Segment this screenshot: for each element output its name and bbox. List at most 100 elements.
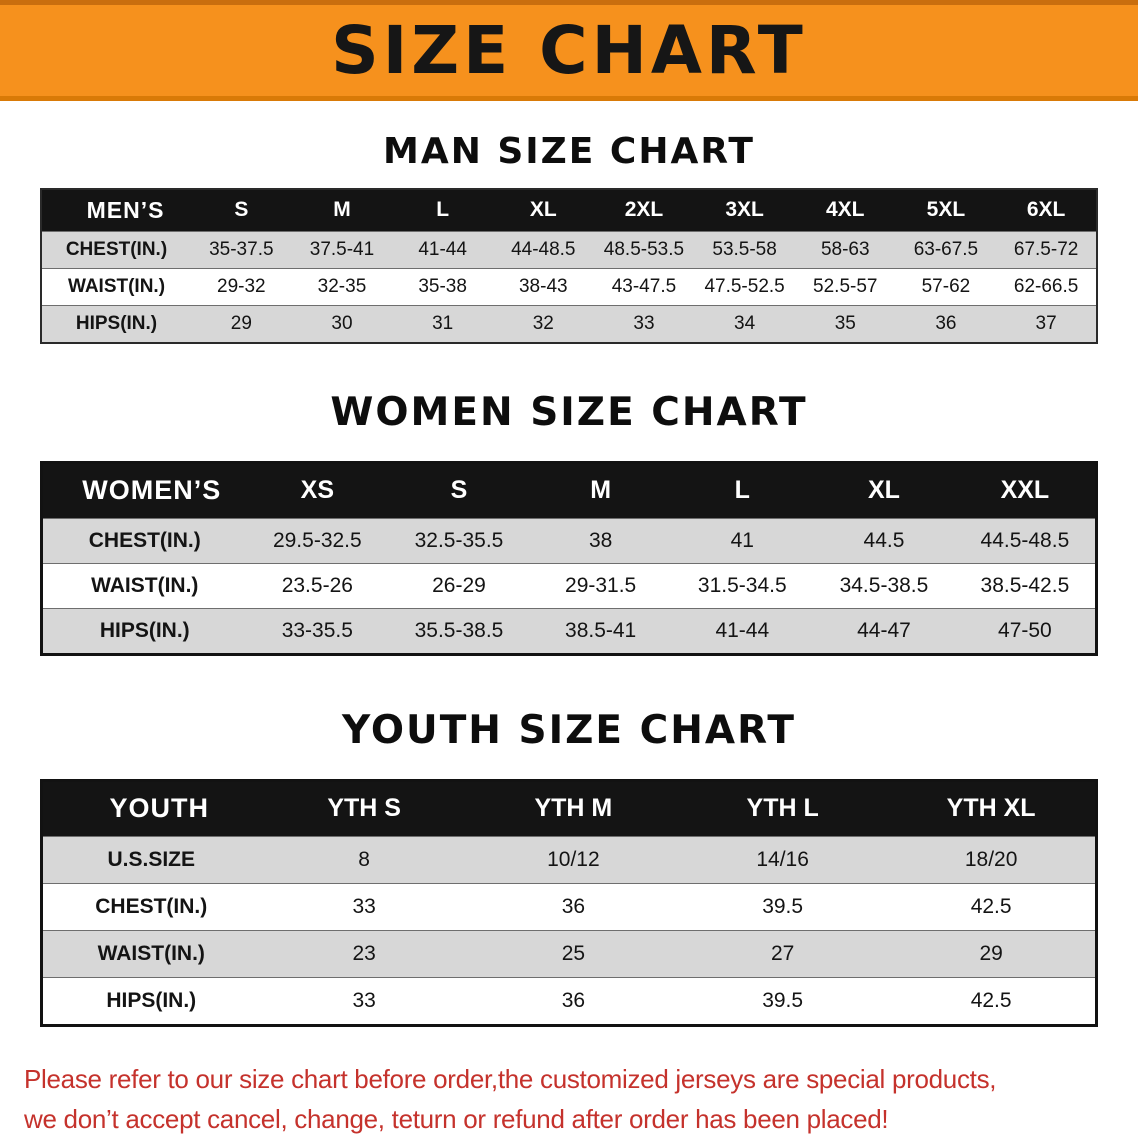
size-value: 42.5 [887,883,1096,930]
size-value: 48.5-53.5 [594,231,695,268]
row-label: HIPS(IN.) [42,608,247,654]
size-value: 36 [469,977,678,1025]
table-row: HIPS(IN.) 33 36 39.5 42.5 [42,977,1097,1025]
size-value: 32 [493,305,594,343]
size-column-header: S [191,189,292,231]
women-corner-cell: WOMEN’S [42,462,247,518]
row-label: CHEST(IN.) [42,883,260,930]
size-column-header: XL [813,462,955,518]
size-value: 29 [191,305,292,343]
women-header-row: WOMEN’S XS S M L XL XXL [42,462,1097,518]
row-label: WAIST(IN.) [42,563,247,608]
size-value: 39.5 [678,977,887,1025]
size-value: 25 [469,930,678,977]
size-value: 53.5-58 [694,231,795,268]
size-value: 47.5-52.5 [694,268,795,305]
men-section-heading: MAN SIZE CHART [0,131,1138,172]
table-row: U.S.SIZE 8 10/12 14/16 18/20 [42,836,1097,883]
size-value: 38.5-42.5 [955,563,1097,608]
row-label: HIPS(IN.) [42,977,260,1025]
size-value: 29 [887,930,1096,977]
size-value: 44.5 [813,518,955,563]
row-label: U.S.SIZE [42,836,260,883]
size-value: 43-47.5 [594,268,695,305]
size-value: 8 [260,836,469,883]
size-value: 38-43 [493,268,594,305]
size-value: 29-31.5 [530,563,672,608]
size-value: 35 [795,305,896,343]
banner: SIZE CHART [0,0,1138,101]
size-value: 29.5-32.5 [247,518,389,563]
youth-size-table: YOUTH YTH S YTH M YTH L YTH XL U.S.SIZE … [40,779,1098,1027]
table-row: HIPS(IN.) 33-35.5 35.5-38.5 38.5-41 41-4… [42,608,1097,654]
size-column-header: 2XL [594,189,695,231]
table-row: CHEST(IN.) 29.5-32.5 32.5-35.5 38 41 44.… [42,518,1097,563]
size-value: 41-44 [671,608,813,654]
women-size-table: WOMEN’S XS S M L XL XXL CHEST(IN.) 29.5-… [40,461,1098,656]
size-value: 18/20 [887,836,1096,883]
size-value: 37.5-41 [292,231,393,268]
size-value: 62-66.5 [996,268,1097,305]
size-column-header: L [392,189,493,231]
size-value: 47-50 [955,608,1097,654]
size-value: 32.5-35.5 [388,518,530,563]
size-column-header: 3XL [694,189,795,231]
size-column-header: XXL [955,462,1097,518]
row-label: HIPS(IN.) [41,305,191,343]
men-header-row: MEN’S S M L XL 2XL 3XL 4XL 5XL 6XL [41,189,1097,231]
size-value: 35-37.5 [191,231,292,268]
table-row: CHEST(IN.) 33 36 39.5 42.5 [42,883,1097,930]
disclaimer-line-2: we don’t accept cancel, change, teturn o… [24,1099,1114,1139]
size-column-header: S [388,462,530,518]
table-row: WAIST(IN.) 23 25 27 29 [42,930,1097,977]
women-section-heading: WOMEN SIZE CHART [0,390,1138,435]
size-column-header: XS [247,462,389,518]
size-value: 67.5-72 [996,231,1097,268]
size-column-header: M [292,189,393,231]
youth-corner-cell: YOUTH [42,780,260,836]
size-value: 38 [530,518,672,563]
disclaimer-line-1: Please refer to our size chart before or… [24,1059,1114,1099]
size-column-header: 6XL [996,189,1097,231]
table-row: CHEST(IN.) 35-37.5 37.5-41 41-44 44-48.5… [41,231,1097,268]
size-column-header: YTH S [260,780,469,836]
size-value: 37 [996,305,1097,343]
size-value: 32-35 [292,268,393,305]
size-column-header: 4XL [795,189,896,231]
size-value: 63-67.5 [896,231,997,268]
size-value: 26-29 [388,563,530,608]
size-value: 58-63 [795,231,896,268]
size-column-header: 5XL [896,189,997,231]
size-column-header: L [671,462,813,518]
row-label: CHEST(IN.) [41,231,191,268]
size-value: 23.5-26 [247,563,389,608]
youth-section-heading: YOUTH SIZE CHART [0,708,1138,753]
table-row: WAIST(IN.) 29-32 32-35 35-38 38-43 43-47… [41,268,1097,305]
size-value: 36 [469,883,678,930]
size-value: 35.5-38.5 [388,608,530,654]
size-value: 41-44 [392,231,493,268]
size-value: 52.5-57 [795,268,896,305]
size-value: 44-48.5 [493,231,594,268]
men-size-table: MEN’S S M L XL 2XL 3XL 4XL 5XL 6XL CHEST… [40,188,1098,344]
size-value: 36 [896,305,997,343]
size-value: 42.5 [887,977,1096,1025]
youth-header-row: YOUTH YTH S YTH M YTH L YTH XL [42,780,1097,836]
size-value: 27 [678,930,887,977]
size-value: 23 [260,930,469,977]
size-value: 38.5-41 [530,608,672,654]
size-value: 34 [694,305,795,343]
size-value: 33 [594,305,695,343]
size-value: 44.5-48.5 [955,518,1097,563]
size-column-header: YTH XL [887,780,1096,836]
size-value: 35-38 [392,268,493,305]
size-value: 57-62 [896,268,997,305]
size-value: 33 [260,977,469,1025]
table-row: HIPS(IN.) 29 30 31 32 33 34 35 36 37 [41,305,1097,343]
size-value: 33-35.5 [247,608,389,654]
size-column-header: M [530,462,672,518]
size-column-header: YTH L [678,780,887,836]
banner-title: SIZE CHART [331,12,807,89]
size-value: 31.5-34.5 [671,563,813,608]
